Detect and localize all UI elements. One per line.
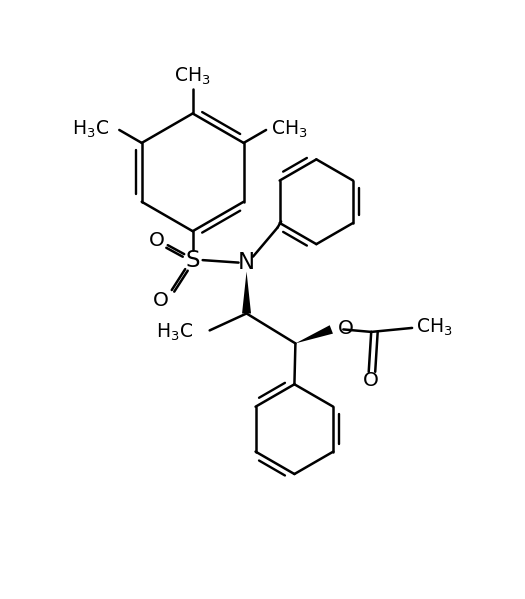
Text: H$_3$C: H$_3$C: [156, 322, 193, 343]
Polygon shape: [242, 271, 251, 313]
Text: CH$_3$: CH$_3$: [271, 118, 308, 140]
Text: CH$_3$: CH$_3$: [416, 316, 453, 338]
Text: O: O: [363, 371, 379, 390]
Text: O: O: [338, 319, 354, 338]
Polygon shape: [296, 325, 333, 343]
Text: CH$_3$: CH$_3$: [174, 65, 211, 87]
Text: O: O: [153, 292, 169, 310]
Text: S: S: [185, 249, 200, 271]
Text: N: N: [238, 251, 255, 274]
Text: O: O: [149, 231, 165, 250]
Text: H$_3$C: H$_3$C: [72, 118, 109, 140]
